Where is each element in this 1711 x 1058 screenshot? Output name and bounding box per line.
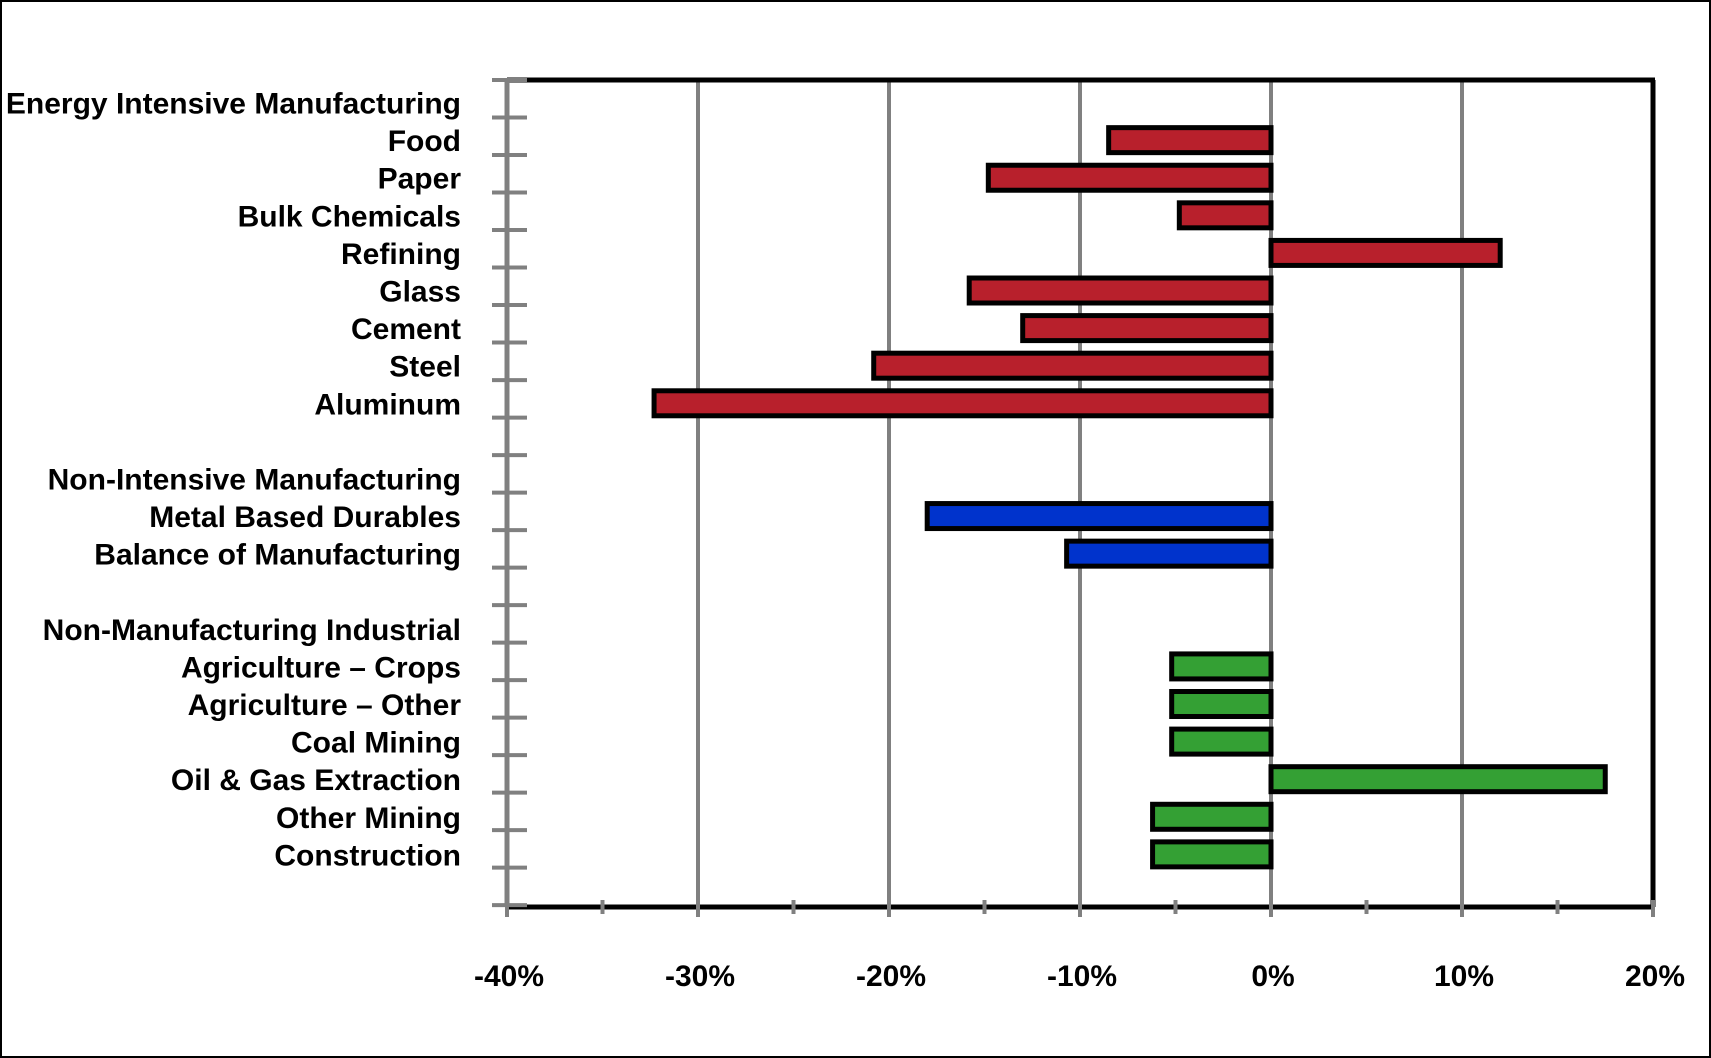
bar xyxy=(924,501,1274,532)
category-label: Refining xyxy=(341,238,461,271)
category-label: Non-Intensive Manufacturing xyxy=(48,463,461,496)
category-label: Paper xyxy=(378,163,462,196)
bar xyxy=(1150,839,1274,870)
category-label: Construction xyxy=(274,839,461,872)
bar xyxy=(1268,764,1608,795)
category-label: Aluminum xyxy=(314,388,461,421)
bar xyxy=(871,350,1274,381)
category-label: Food xyxy=(388,125,461,158)
category-label: Bulk Chemicals xyxy=(238,200,461,233)
category-label: Cement xyxy=(351,313,461,346)
category-label: Non-Manufacturing Industrial xyxy=(43,614,461,647)
category-label: Agriculture – Other xyxy=(188,689,462,722)
category-label: Glass xyxy=(379,276,461,309)
bars xyxy=(651,125,1608,870)
category-label: Other Mining xyxy=(276,802,461,835)
x-tick-label: 20% xyxy=(1625,960,1685,993)
category-label: Energy Intensive Manufacturing xyxy=(6,88,461,121)
x-tick-label: -10% xyxy=(1047,960,1117,993)
bar xyxy=(1020,313,1274,344)
category-label: Coal Mining xyxy=(291,727,461,760)
bar xyxy=(651,388,1274,419)
category-label: Balance of Manufacturing xyxy=(94,539,461,572)
bar xyxy=(1268,237,1503,268)
x-tick-label: 0% xyxy=(1251,960,1294,993)
category-label: Agriculture – Crops xyxy=(181,651,461,684)
category-label: Steel xyxy=(389,351,461,384)
x-tick-label: 10% xyxy=(1434,960,1494,993)
category-label: Oil & Gas Extraction xyxy=(171,764,461,797)
x-tick-label: -40% xyxy=(474,960,544,993)
x-tick-label: -20% xyxy=(856,960,926,993)
bar xyxy=(1169,689,1274,720)
bar xyxy=(1169,726,1274,757)
bar xyxy=(966,275,1274,306)
bar xyxy=(1169,651,1274,682)
bar xyxy=(985,162,1274,193)
x-tick-labels: -40% -30% -20% -10% 0% 10% 20% xyxy=(474,960,1685,993)
bar xyxy=(1064,538,1274,569)
plot-axes xyxy=(492,77,1656,917)
category-labels: Energy Intensive Manufacturing Food Paper B… xyxy=(6,88,461,873)
bar xyxy=(1176,200,1274,231)
category-label: Metal Based Durables xyxy=(149,501,461,534)
bar xyxy=(1150,801,1274,832)
bar xyxy=(1106,125,1274,156)
x-tick-label: -30% xyxy=(665,960,735,993)
